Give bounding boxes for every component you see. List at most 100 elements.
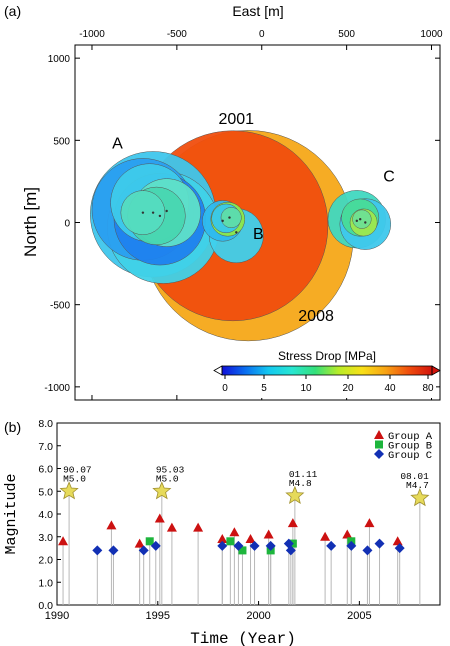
- timeline-y-tick-label: 7.0: [38, 441, 53, 453]
- map-annotation-4: 2008: [298, 308, 334, 325]
- hypocenter-mark-7: [359, 218, 362, 221]
- timeline-y-tick-label: 8.0: [38, 418, 53, 430]
- legend-group-b-icon: [375, 440, 383, 449]
- timeline-x-tick-label: 2000: [246, 610, 270, 622]
- group-c-marker: [108, 545, 119, 556]
- colorbar-tick-label: 80: [422, 383, 434, 394]
- map-y-tick-label: 1000: [48, 54, 71, 65]
- map-y-tick-label: 0: [64, 219, 70, 230]
- map-axes: -1000 -500 0 500 1000 -1000 -500 0 500 1000: [44, 29, 443, 400]
- colorbar-gradient: [222, 366, 432, 375]
- legend-group-a-icon: [374, 430, 384, 439]
- hypocenter-mark-3: [141, 211, 145, 214]
- group-a-marker: [193, 522, 204, 532]
- hypocenter-mark-0: [151, 211, 155, 214]
- group-c-marker: [374, 538, 385, 549]
- timeline-y-tick-label: 3.0: [38, 532, 53, 544]
- map-x-tick-label: 500: [338, 29, 355, 40]
- timeline-y-tick-label: 2.0: [38, 555, 53, 567]
- group-a-marker: [245, 534, 256, 544]
- group-a-marker: [217, 534, 228, 544]
- large-event-magnitude: M4.7: [406, 480, 429, 491]
- group-a-marker: [392, 536, 403, 546]
- large-event-magnitude: M5.0: [156, 473, 179, 484]
- group-b-marker: [238, 546, 247, 555]
- group-c-marker: [285, 545, 296, 556]
- map-x-tick-label: -1000: [79, 29, 105, 40]
- group-a-marker: [287, 518, 298, 528]
- group-a-marker: [342, 529, 353, 539]
- timeline-plot-area: [56, 422, 441, 606]
- map-y-tick-label: 500: [53, 136, 70, 147]
- group-a-marker: [320, 531, 331, 541]
- map-annotation-0: 2001: [218, 111, 254, 128]
- hypocenter-mark-5: [221, 219, 224, 223]
- legend-label: Group B: [388, 441, 432, 453]
- group-b-marker: [145, 537, 154, 546]
- colorbar: Stress Drop [MPa] 0 5 10 20 40 80: [208, 343, 441, 398]
- group-c-marker: [150, 540, 161, 551]
- map-annotation-1: A: [112, 136, 123, 153]
- group-c-marker: [233, 540, 244, 551]
- large-event-magnitude: M5.0: [63, 473, 86, 484]
- map-x-axis-title: East [m]: [232, 3, 283, 19]
- map-annotation-2: B: [253, 226, 264, 243]
- timeline-axes: 1990 1995 2000 2005 0.0 1.0 2.0 3.0 4.0 5.0 6.0 7.0…: [38, 418, 371, 622]
- hypocenter-mark-9: [355, 219, 359, 223]
- group-c-marker: [326, 540, 337, 551]
- group-c-marker: [362, 545, 373, 556]
- group-c-marker: [346, 540, 357, 551]
- large-event-star-2: [285, 485, 305, 504]
- large-event-magnitude: M4.8: [289, 478, 312, 489]
- map-y-tick-label: -500: [50, 301, 70, 312]
- timeline-y-tick-label: 1.0: [38, 577, 53, 589]
- group-c-marker: [217, 540, 228, 551]
- group-c-marker: [394, 543, 405, 554]
- group-a-marker: [58, 536, 69, 546]
- map-x-tick-label: 1000: [420, 29, 443, 40]
- large-event-date: 90.07: [63, 464, 92, 475]
- group-a-marker: [229, 527, 240, 537]
- event-markers: [58, 513, 405, 556]
- timeline-x-axis-title: Time (Year): [190, 630, 296, 646]
- timeline-x-tick-label: 1990: [45, 610, 69, 622]
- group-b-marker: [226, 537, 235, 546]
- timeline-x-tick-label: 2005: [347, 610, 371, 622]
- map-x-tick-label: -500: [167, 29, 187, 40]
- legend-label: Group C: [388, 450, 432, 462]
- timeline-y-tick-label: 5.0: [38, 486, 53, 498]
- group-c-marker: [249, 540, 260, 551]
- rupture-circle-14: [220, 207, 242, 229]
- map-annotations: 2001 A B C 2008: [112, 111, 395, 325]
- timeline-y-axis-title: Magnitude: [3, 473, 20, 554]
- group-a-marker: [134, 538, 145, 548]
- rupture-circle-19: [352, 209, 372, 229]
- timeline-y-tick-label: 4.0: [38, 509, 53, 521]
- group-c-marker: [265, 540, 276, 551]
- hypocenter-mark-4: [228, 216, 231, 219]
- panel-label-a: (a): [4, 3, 21, 19]
- colorbar-ticks: 0 5 10 20 40 80: [222, 375, 434, 394]
- group-c-marker: [138, 545, 149, 556]
- large-event-star-0: [59, 481, 79, 500]
- colorbar-tick-label: 20: [342, 383, 354, 394]
- hypocenter-mark-1: [158, 214, 162, 218]
- group-a-marker: [263, 529, 274, 539]
- group-a-marker: [364, 518, 375, 528]
- colorbar-tick-label: 5: [261, 383, 267, 394]
- large-event-date: 08.01: [400, 471, 429, 482]
- colorbar-tick-label: 10: [300, 383, 312, 394]
- large-event-date: 95.03: [156, 464, 185, 475]
- group-c-marker: [92, 545, 103, 556]
- large-event-star-1: [152, 481, 172, 500]
- colorbar-title: Stress Drop [MPa]: [278, 349, 376, 363]
- group-a-marker: [106, 520, 117, 530]
- panel-label-b: (b): [4, 419, 21, 435]
- timeline-x-tick-label: 1995: [146, 610, 170, 622]
- hypocenter-mark-6: [235, 231, 238, 234]
- hypocenter-mark-2: [165, 209, 168, 213]
